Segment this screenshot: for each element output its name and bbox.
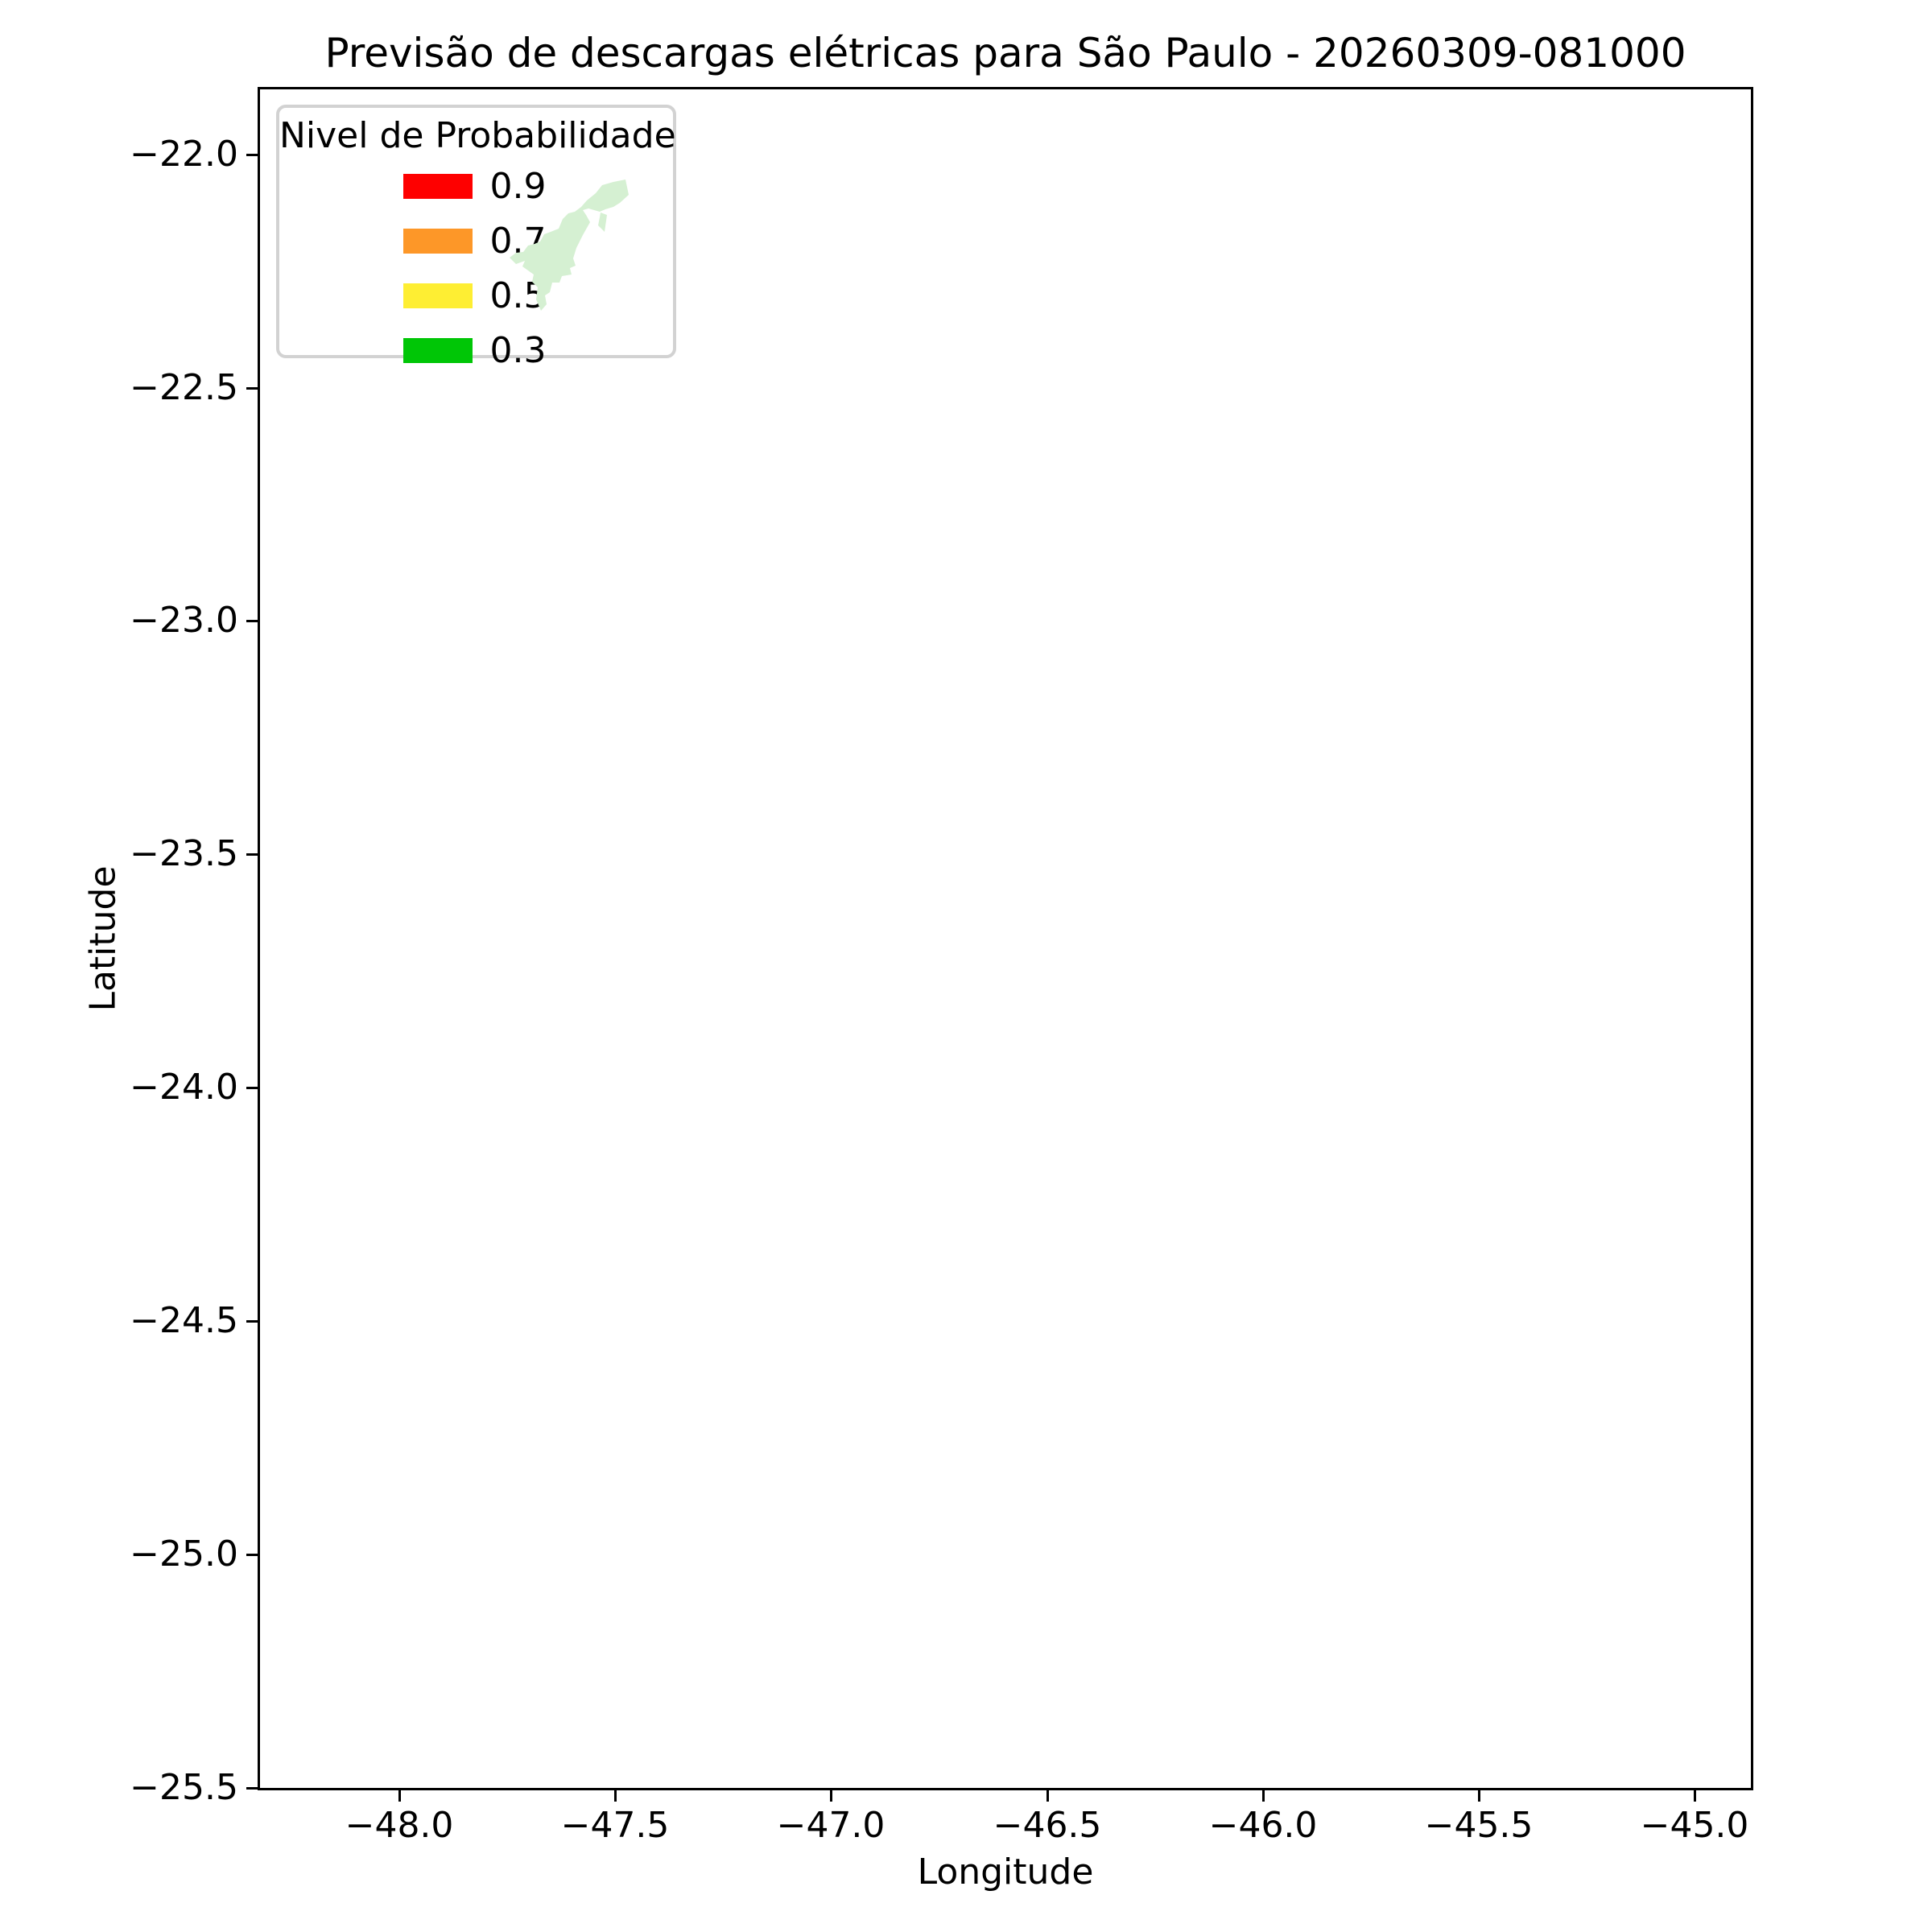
legend-rows: 0.9 0.7 0.5 0.3 [279, 166, 673, 371]
legend-swatch-0.7 [402, 229, 473, 254]
x-tick-mark [614, 1790, 617, 1802]
legend-entry-label: 0.3 [489, 330, 547, 371]
legend-entry: 0.9 [402, 166, 550, 207]
x-tick-label: −48.0 [345, 1805, 454, 1846]
y-tick-label: −25.5 [130, 1767, 238, 1808]
legend-entry-label: 0.9 [489, 166, 547, 207]
y-tick-label: −25.0 [130, 1534, 238, 1575]
x-tick-label: −46.5 [993, 1805, 1102, 1846]
y-tick-mark [246, 387, 258, 390]
x-tick-mark [1262, 1790, 1265, 1802]
legend-entry: 0.5 [402, 275, 550, 316]
y-tick-mark [246, 1087, 258, 1089]
y-tick-mark [246, 1320, 258, 1323]
x-tick-mark [1046, 1790, 1049, 1802]
x-tick-label: −46.0 [1208, 1805, 1318, 1846]
x-tick-mark [1478, 1790, 1480, 1802]
figure-title: Previsão de descargas elétricas para São… [324, 30, 1686, 76]
x-tick-label: −45.0 [1640, 1805, 1749, 1846]
plot-area [258, 87, 1753, 1790]
x-axis-label: Longitude [917, 1852, 1094, 1893]
legend: Nivel de Probabilidade 0.9 0.7 0.5 0.3 [276, 105, 676, 371]
legend-swatch-0.5 [402, 283, 473, 308]
x-tick-label: −45.5 [1424, 1805, 1534, 1846]
legend-entry: 0.3 [402, 330, 550, 371]
y-tick-label: −24.0 [130, 1067, 238, 1108]
legend-entry-label: 0.7 [489, 221, 547, 262]
y-tick-mark [246, 1787, 258, 1790]
legend-swatch-0.9 [402, 174, 473, 199]
legend-title: Nivel de Probabilidade [279, 115, 676, 156]
legend-swatch-0.3 [402, 338, 473, 363]
y-tick-label: −23.0 [130, 600, 238, 641]
legend-entry: 0.7 [402, 221, 550, 262]
y-tick-label: −22.5 [130, 367, 238, 408]
x-tick-mark [398, 1790, 401, 1802]
y-tick-label: −22.0 [130, 134, 238, 175]
x-tick-mark [830, 1790, 832, 1802]
y-tick-label: −23.5 [130, 833, 238, 874]
x-tick-label: −47.5 [560, 1805, 670, 1846]
x-tick-label: −47.0 [776, 1805, 886, 1846]
y-tick-mark [246, 620, 258, 622]
y-tick-label: −24.5 [130, 1300, 238, 1341]
x-tick-mark [1694, 1790, 1696, 1802]
y-tick-mark [246, 154, 258, 156]
legend-entry-label: 0.5 [489, 275, 547, 316]
y-tick-mark [246, 853, 258, 856]
y-tick-mark [246, 1554, 258, 1556]
